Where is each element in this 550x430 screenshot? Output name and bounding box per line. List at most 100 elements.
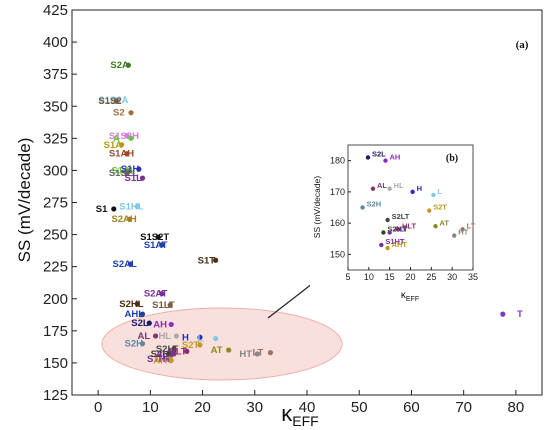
inset-y-tick-label: 150	[330, 249, 345, 259]
data-point	[126, 216, 133, 222]
point-label: S2	[113, 108, 125, 119]
inset-x-axis-label: κEFF	[401, 290, 419, 303]
inset-point-label: LT	[467, 221, 476, 230]
x-tick-label: 70	[455, 399, 472, 416]
inset-data-point	[427, 208, 432, 213]
point-label: HT	[239, 349, 252, 360]
y-tick-label: 375	[43, 66, 68, 83]
point-label: S1AH	[109, 149, 134, 160]
point-label: S1S2	[98, 96, 121, 107]
inset-point-label: AH	[390, 153, 401, 162]
inset-data-point	[387, 186, 392, 191]
y-axis-label: SS (mV/decade)	[15, 138, 34, 263]
data-point	[139, 311, 146, 317]
inset-point-label: S2HT	[387, 225, 407, 234]
point-label: S1S2T	[140, 232, 169, 243]
point-label: AH	[153, 319, 167, 330]
inset-point-label: AT	[440, 218, 450, 227]
point-label: A	[113, 133, 120, 144]
data-point	[152, 333, 159, 339]
data-point	[128, 135, 134, 141]
point-label: AHL	[125, 309, 145, 320]
data-point	[168, 357, 174, 363]
point-label: S1T	[198, 255, 216, 266]
data-point	[136, 166, 142, 172]
inset-point-label: S2H	[367, 200, 382, 209]
y-tick-label: 325	[43, 130, 68, 147]
data-point	[171, 346, 177, 352]
point-label: S1S2A	[98, 95, 128, 106]
y-tick-label: 150	[43, 355, 68, 372]
inset-data-point	[379, 242, 384, 248]
inset-point-label: HLT	[402, 221, 416, 230]
point-label: S2L	[131, 318, 149, 329]
point-label: S1AL	[111, 165, 135, 176]
point-label: S1AT	[144, 240, 168, 251]
y-tick-label: 250	[43, 227, 68, 244]
data-point	[146, 320, 152, 326]
data-point	[159, 291, 165, 297]
y-tick-label: 350	[43, 98, 68, 115]
data-point	[113, 98, 119, 104]
data-point	[173, 333, 180, 339]
inset-point-label: S2T	[433, 203, 447, 212]
inset-x-tick-label: 25	[426, 272, 436, 282]
data-point	[124, 151, 130, 157]
data-point	[254, 351, 260, 357]
x-axis-label: κEFF	[281, 401, 318, 429]
inset-y-axis-label: SS (mV/decade)	[312, 176, 322, 239]
data-point	[124, 133, 130, 139]
point-label: S2AL	[112, 259, 136, 270]
point-label: S1HT	[147, 354, 171, 365]
point-label: S1LT	[152, 300, 175, 311]
point-label: S1HL	[119, 201, 143, 212]
point-label: S1L	[125, 173, 143, 184]
data-point	[134, 301, 140, 307]
point-label: S2HL	[119, 299, 143, 310]
y-tick-label: 425	[43, 2, 68, 19]
x-tick-label: 50	[351, 399, 368, 416]
inset-x-tick-label: 10	[364, 272, 374, 282]
inset-point-label: L	[437, 187, 442, 196]
inset-data-point	[410, 189, 415, 195]
inset-point-label: AHT	[392, 240, 408, 249]
point-label: L	[198, 334, 204, 345]
inset-data-point	[385, 217, 390, 223]
inset-data-point	[381, 230, 386, 235]
data-point	[111, 206, 117, 212]
y-tick-label: 275	[43, 195, 68, 212]
inset-x-axis-label-sub: EFF	[406, 296, 419, 303]
point-label: AL	[138, 331, 151, 342]
point-label: S2LT	[156, 344, 179, 355]
data-point	[213, 335, 219, 342]
data-point	[119, 142, 125, 148]
inset-y-tick-label: 170	[330, 187, 345, 197]
inset-data-point	[365, 155, 371, 160]
point-label: HL	[158, 331, 171, 342]
panel-label-a: (a)	[516, 39, 529, 51]
x-axis-label-main: κ	[281, 401, 293, 426]
inset-data-point	[370, 186, 376, 191]
point-label: S2AH	[111, 214, 136, 225]
data-point	[124, 170, 130, 176]
inset-data-point	[383, 158, 388, 163]
point-label: S1	[96, 204, 108, 215]
inset-x-tick-label: 15	[385, 272, 395, 282]
point-label: S1S2H	[109, 131, 139, 142]
data-point	[155, 234, 161, 240]
point-label: AT	[211, 345, 223, 356]
inset-data-point	[395, 227, 401, 232]
point-label: S2AT	[144, 289, 168, 300]
inset-point-label: S1HT	[385, 237, 405, 246]
point-label: HLT	[169, 346, 187, 357]
point-label: S2H	[125, 339, 144, 350]
inset-data-point	[452, 233, 457, 238]
data-point	[197, 334, 203, 340]
inset-background	[310, 135, 535, 305]
data-point	[127, 261, 134, 267]
inset-data-point	[431, 192, 436, 198]
point-label: AHT	[153, 355, 173, 366]
